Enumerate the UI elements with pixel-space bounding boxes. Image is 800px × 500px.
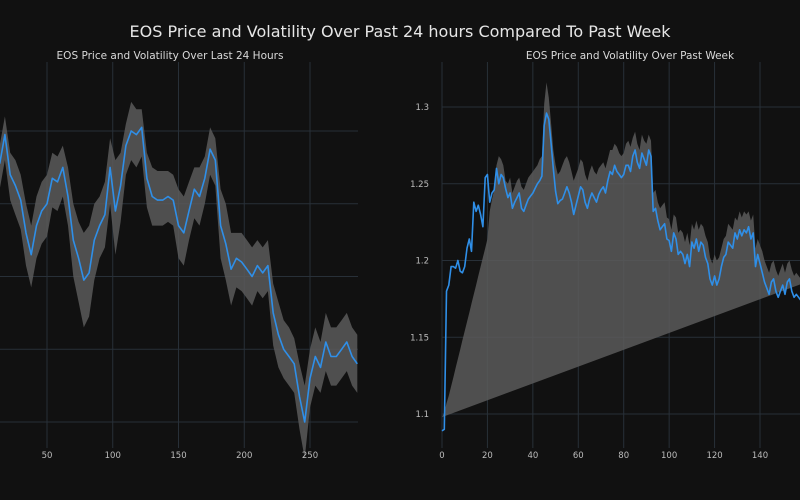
chart-week-title: EOS Price and Volatility Over Past Week: [526, 50, 735, 62]
chart-24h-price-series: [0, 126, 358, 423]
chart-week-xtick-label: 140: [752, 451, 768, 461]
chart-week-xtick-label: 120: [706, 451, 722, 461]
chart-24h-title: EOS Price and Volatility Over Last 24 Ho…: [57, 50, 284, 62]
chart-24h-xtick-label: 50: [42, 451, 53, 461]
chart-week-xtick-label: 80: [618, 451, 629, 461]
chart-week-ytick-label: 1.2: [415, 257, 429, 267]
chart-week-xtick-label: 40: [527, 451, 538, 461]
chart-week-price-series: [441, 112, 800, 432]
chart-week-ytick-label: 1.3: [415, 103, 429, 113]
chart-24h: EOS Price and Volatility Over Last 24 Ho…: [0, 50, 358, 461]
figure-title: EOS Price and Volatility Over Past 24 ho…: [130, 22, 672, 41]
chart-week-price-line: [441, 112, 800, 432]
chart-week-ytick-label: 1.15: [410, 333, 429, 343]
chart-24h-ticks: 50 100 150 200 250: [42, 451, 319, 461]
chart-week-xtick-label: 60: [573, 451, 584, 461]
chart-24h-xtick-label: 200: [236, 451, 252, 461]
chart-week-ytick-label: 1.1: [415, 410, 429, 420]
chart-week-ytick-label: 1.25: [410, 180, 429, 190]
chart-24h-xtick-label: 150: [170, 451, 186, 461]
chart-week-xtick-label: 20: [482, 451, 493, 461]
chart-24h-xtick-label: 100: [105, 451, 121, 461]
chart-week: EOS Price and Volatility Over Past Week …: [410, 50, 800, 461]
chart-24h-price-line: [0, 126, 358, 423]
chart-week-volatility-band-area: [442, 82, 800, 418]
chart-week-volatility-band: [442, 82, 800, 418]
chart-24h-xtick-label: 250: [302, 451, 318, 461]
chart-week-xtick-label: 100: [661, 451, 677, 461]
chart-week-xtick-label: 0: [439, 451, 444, 461]
chart-week-ticks: 0 20 40 60 80 100 120 140 1.1 1.15 1.2 1.25 1.3: [410, 103, 768, 461]
